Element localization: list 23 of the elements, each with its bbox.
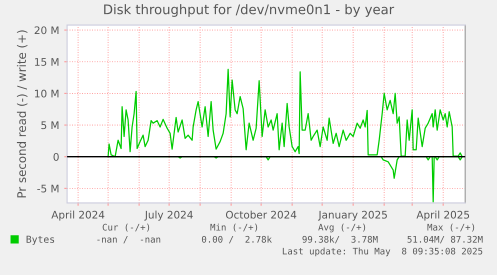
- text: Min (-/+): [210, 224, 258, 232]
- text: Max (-/+): [427, 224, 474, 232]
- legend-label: Bytes: [26, 236, 54, 245]
- x-tick-label: July 2024: [144, 210, 193, 221]
- x-tick-label: October 2024: [226, 210, 296, 219]
- y-tick-label: 5 M: [41, 121, 58, 130]
- y-tick-label: 0: [54, 152, 59, 161]
- y-tick-label: 10 M: [35, 90, 58, 98]
- y-tick-label: -5 M: [37, 184, 58, 192]
- x-tick-label: April 2025: [416, 210, 470, 221]
- text: 99.38k/ 3.78M: [302, 236, 378, 244]
- text: Cur (-/+): [102, 224, 150, 232]
- x-tick-label: April 2024: [51, 210, 104, 221]
- text: 0.00 / 2.78k: [202, 236, 272, 244]
- text: 51.04M/ 87.32M: [408, 236, 483, 244]
- text: Last update: Thu May 8 09:35:08 2025: [282, 248, 482, 256]
- y-tick-label: 20 M: [34, 26, 58, 34]
- x-tick-label: January 2025: [318, 210, 387, 221]
- y-axis-title: Pr second read (-) / write (+): [16, 30, 28, 198]
- chart-title: Disk throughput for /dev/nvme0n1 - by year: [104, 4, 394, 17]
- text: Avg (-/+): [318, 224, 366, 232]
- text: -nan / -nan: [97, 236, 160, 244]
- y-tick-label: 15 M: [35, 58, 58, 66]
